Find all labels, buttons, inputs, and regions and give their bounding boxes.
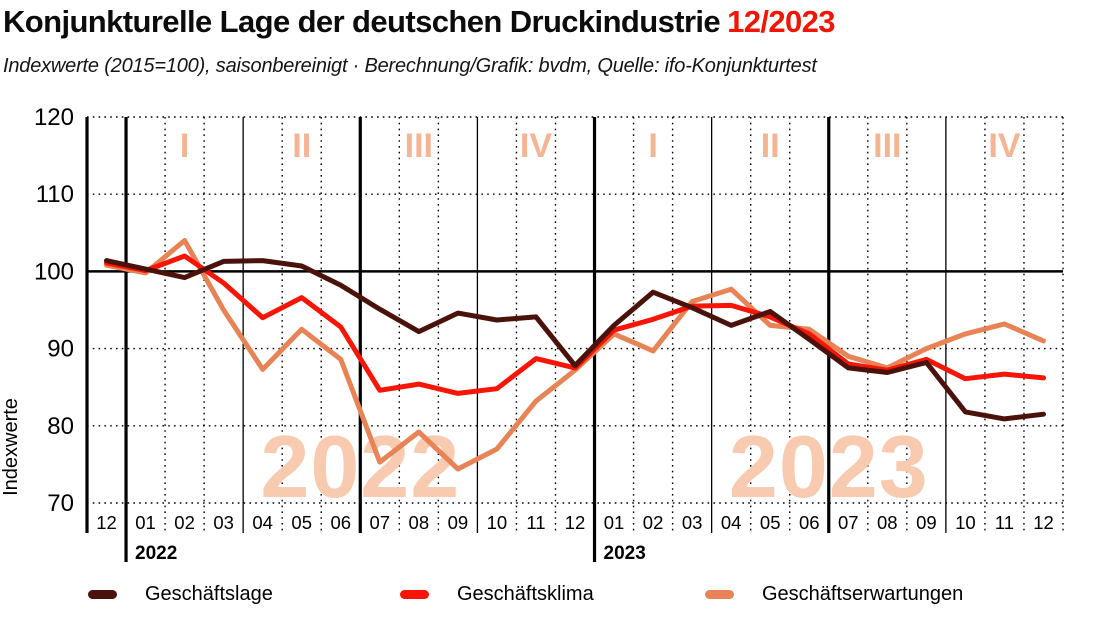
x-tick-label-15: 03: [682, 512, 703, 533]
page-title: Konjunkturelle Lage der deutschen Drucki…: [3, 4, 836, 40]
y-tick-label-120: 120: [34, 104, 74, 131]
x-tick-label-3: 03: [213, 512, 234, 533]
x-tick-label-11: 11: [526, 512, 545, 533]
x-tick-label-22: 10: [955, 512, 976, 533]
watermark-2022: 2022: [260, 417, 460, 516]
legend-label-geschaeftslage: Geschäftslage: [145, 582, 273, 605]
y-tick-label-80: 80: [47, 413, 74, 440]
page-title-period: 12/2023: [727, 4, 835, 39]
x-tick-label-10: 10: [487, 512, 508, 533]
x-tick-label-13: 01: [604, 512, 625, 533]
quarter-label-IV: IV: [988, 127, 1020, 165]
x-tick-label-18: 06: [799, 512, 820, 533]
quarter-label-II: II: [292, 127, 311, 165]
x-tick-label-20: 08: [877, 512, 898, 533]
year-label-2022: 2022: [135, 543, 177, 564]
year-label-2023: 2023: [604, 543, 646, 564]
x-tick-label-14: 02: [643, 512, 664, 533]
x-tick-label-19: 07: [838, 512, 859, 533]
x-tick-label-16: 04: [721, 512, 742, 533]
x-tick-label-6: 06: [330, 512, 351, 533]
quarter-label-IV: IV: [520, 127, 552, 165]
y-tick-label-70: 70: [47, 490, 74, 517]
x-tick-label-4: 04: [252, 512, 273, 533]
x-tick-label-21: 09: [916, 512, 937, 533]
quarter-label-I: I: [180, 127, 189, 165]
y-axis-title: Indexwerte: [0, 398, 22, 496]
quarter-label-III: III: [873, 127, 901, 165]
y-tick-label-100: 100: [34, 258, 74, 285]
series-line-geschftslage: [104, 258, 1046, 422]
x-tick-label-2: 02: [174, 512, 195, 533]
legend-label-geschaeftsklima: Geschäftsklima: [457, 582, 594, 605]
x-tick-label-1: 01: [135, 512, 156, 533]
legend-label-geschaeftserwartungen: Geschäftserwartungen: [762, 582, 964, 605]
legend-swatch-geschaeftsklima: [400, 589, 429, 599]
page-title-text: Konjunkturelle Lage der deutschen Drucki…: [3, 4, 721, 39]
quarter-label-I: I: [648, 127, 657, 165]
quarter-label-III: III: [405, 127, 433, 165]
x-tick-label-7: 07: [370, 512, 391, 533]
quarter-label-II: II: [761, 127, 780, 165]
x-tick-label-24: 12: [1033, 512, 1054, 533]
y-tick-label-110: 110: [36, 181, 74, 208]
x-tick-label-8: 08: [409, 512, 430, 533]
x-tick-label-0: 12: [96, 512, 117, 533]
legend-swatch-geschaeftserwartungen: [705, 589, 734, 599]
legend-item-geschaeftserwartungen: Geschäftserwartungen: [705, 582, 963, 606]
legend-swatch-geschaeftslage: [88, 589, 117, 599]
legend-item-geschaeftslage: Geschäftslage: [88, 582, 273, 606]
x-tick-label-17: 05: [760, 512, 781, 533]
x-tick-label-9: 09: [448, 512, 469, 533]
x-tick-label-5: 05: [291, 512, 312, 533]
watermark-2023: 2023: [729, 417, 929, 516]
x-tick-label-12: 12: [565, 512, 586, 533]
page-subtitle: Indexwerte (2015=100), saisonbereinigt ·…: [3, 55, 817, 77]
y-tick-label-90: 90: [47, 336, 74, 363]
x-tick-label-23: 11: [995, 512, 1014, 533]
legend-item-geschaeftsklima: Geschäftsklima: [400, 582, 594, 606]
